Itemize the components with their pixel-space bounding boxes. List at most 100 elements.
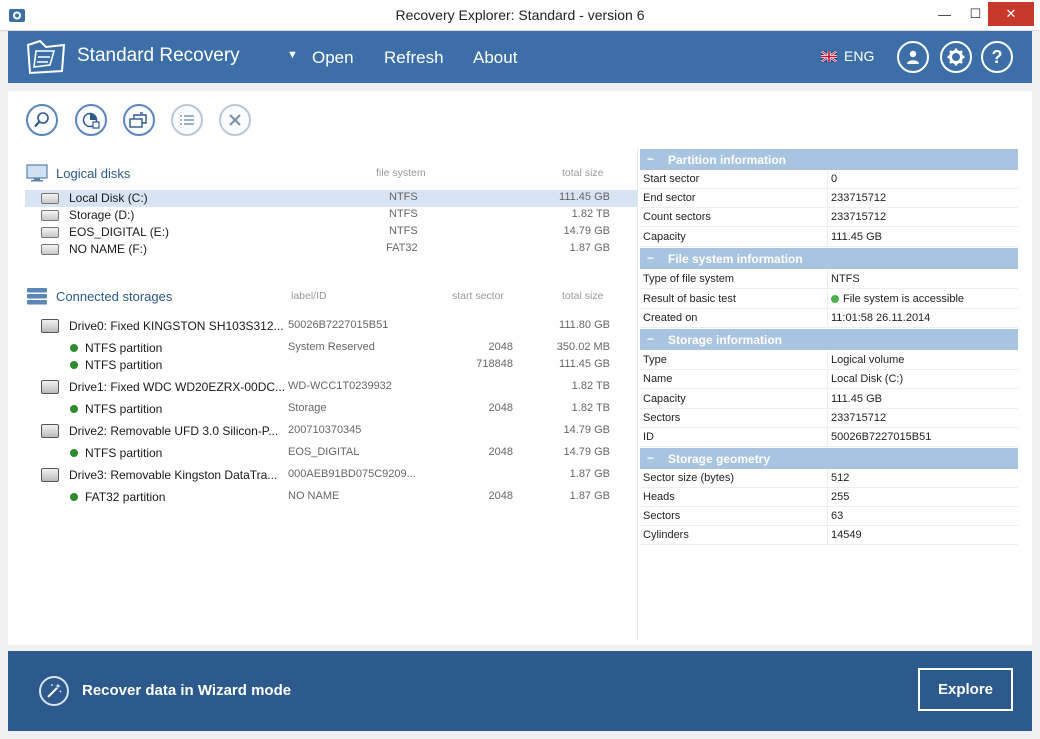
- close-button[interactable]: [219, 104, 251, 136]
- list-button[interactable]: [171, 104, 203, 136]
- image-button[interactable]: [123, 104, 155, 136]
- pane-divider[interactable]: [637, 149, 638, 641]
- nav-about[interactable]: About: [473, 48, 518, 67]
- prop-row: Heads 255: [640, 488, 1018, 507]
- col-storage-size: total size: [562, 290, 604, 302]
- prop-row: Sector size (bytes) 512: [640, 469, 1018, 488]
- list-icon: [180, 115, 194, 125]
- main-panel: Logical disks file system total size Loc…: [8, 91, 1032, 645]
- settings-button[interactable]: [940, 41, 972, 73]
- prop-key: Cylinders: [643, 529, 689, 541]
- col-label-id: label/ID: [291, 290, 327, 302]
- chart-button[interactable]: [75, 104, 107, 136]
- logical-disk-row[interactable]: EOS_DIGITAL (E:) NTFS 14.79 GB: [25, 224, 637, 241]
- uk-flag-icon[interactable]: [821, 51, 837, 62]
- partition-row[interactable]: NTFS partition 718848 111.45 GB: [25, 357, 637, 374]
- wizard-button[interactable]: [39, 676, 69, 706]
- partition-name: NTFS partition: [85, 402, 163, 416]
- prop-key: Count sectors: [643, 211, 711, 223]
- prop-key: Capacity: [643, 231, 686, 243]
- wizard-mode-link[interactable]: Recover data in Wizard mode: [82, 682, 292, 699]
- drive-row[interactable]: Drive3: Removable Kingston DataTra... 00…: [25, 467, 637, 484]
- partition-label: NO NAME: [288, 490, 340, 502]
- logical-disks-title: Logical disks: [56, 165, 131, 181]
- product-dropdown-icon[interactable]: ▼: [287, 49, 298, 61]
- partition-info-section[interactable]: − Partition information: [640, 149, 1018, 170]
- prop-key: ID: [643, 431, 654, 443]
- drive-size: 111.80 GB: [559, 319, 610, 331]
- disk-icon: [41, 210, 59, 221]
- prop-value: NTFS: [831, 273, 860, 285]
- prop-key: End sector: [643, 192, 696, 204]
- disk-name: EOS_DIGITAL (E:): [69, 225, 170, 239]
- logical-disk-row[interactable]: Local Disk (C:) NTFS 111.45 GB: [25, 190, 637, 207]
- prop-row: Sectors 63: [640, 507, 1018, 526]
- brand-name: Standard Recovery: [77, 45, 240, 66]
- partition-size: 350.02 MB: [556, 341, 610, 353]
- partition-start: 2048: [488, 402, 513, 414]
- nav-refresh[interactable]: Refresh: [384, 48, 444, 67]
- partition-size: 1.82 TB: [571, 402, 610, 414]
- drive-size: 1.82 TB: [571, 380, 610, 392]
- collapse-icon[interactable]: −: [647, 251, 655, 265]
- maximize-button[interactable]: ☐: [969, 6, 982, 21]
- prop-value: 50026B7227015B51: [831, 431, 932, 443]
- partition-size: 1.87 GB: [569, 490, 610, 502]
- collapse-icon[interactable]: −: [647, 152, 655, 166]
- prop-value: 11:01:58 26.11.2014: [831, 312, 931, 324]
- monitor-icon: [26, 164, 48, 182]
- partition-status-icon: [70, 361, 78, 369]
- partition-row[interactable]: NTFS partition System Reserved 2048 350.…: [25, 340, 637, 357]
- magic-wand-icon: [47, 683, 62, 698]
- nav-open[interactable]: Open: [312, 48, 354, 67]
- drive-row[interactable]: Drive1: Fixed WDC WD20EZRX-00DC... WD-WC…: [25, 379, 637, 396]
- prop-row: End sector 233715712: [640, 189, 1018, 208]
- storage-info-section[interactable]: − Storage information: [640, 329, 1018, 350]
- brand-logo-icon: [26, 39, 66, 75]
- logical-disk-row[interactable]: NO NAME (F:) FAT32 1.87 GB: [25, 241, 637, 258]
- col-start-sector: start sector: [452, 290, 504, 302]
- prop-row: ID 50026B7227015B51: [640, 428, 1018, 447]
- partition-start: 2048: [488, 341, 513, 353]
- drive-name: Drive2: Removable UFD 3.0 Silicon-P...: [69, 424, 279, 438]
- minimize-button[interactable]: —: [938, 6, 951, 22]
- drive-row[interactable]: Drive0: Fixed KINGSTON SH103S312... 5002…: [25, 318, 637, 335]
- drive-row[interactable]: Drive2: Removable UFD 3.0 Silicon-P... 2…: [25, 423, 637, 440]
- language-selector[interactable]: ENG: [844, 48, 875, 64]
- partition-start: 2048: [488, 490, 513, 502]
- connected-storages-title: Connected storages: [56, 288, 173, 304]
- partition-row[interactable]: NTFS partition Storage 2048 1.82 TB: [25, 401, 637, 418]
- disk-size: 111.45 GB: [559, 191, 610, 203]
- filesystem-info-section[interactable]: − File system information: [640, 248, 1018, 269]
- partition-row[interactable]: NTFS partition EOS_DIGITAL 2048 14.79 GB: [25, 445, 637, 462]
- window-title: Recovery Explorer: Standard - version 6: [395, 7, 645, 23]
- explore-button[interactable]: Explore: [918, 668, 1013, 711]
- prop-value: 0: [831, 173, 838, 185]
- prop-value: 233715712: [831, 211, 887, 223]
- collapse-icon[interactable]: −: [647, 451, 655, 465]
- drive-label: WD-WCC1T0239932: [288, 380, 392, 392]
- partition-size: 14.79 GB: [563, 446, 610, 458]
- prop-key: Created on: [643, 312, 698, 324]
- drive-label: 50026B7227015B51: [288, 319, 389, 331]
- section-title: Storage information: [668, 333, 783, 347]
- prop-row: Created on 11:01:58 26.11.2014: [640, 309, 1018, 328]
- disk-size: 1.82 TB: [571, 208, 610, 220]
- logical-disk-row[interactable]: Storage (D:) NTFS 1.82 TB: [25, 207, 637, 224]
- help-button[interactable]: ?: [981, 41, 1013, 73]
- storage-geometry-section[interactable]: − Storage geometry: [640, 448, 1018, 469]
- scan-icon: [34, 112, 49, 128]
- prop-value: Local Disk (C:): [831, 373, 904, 385]
- partition-size: 111.45 GB: [559, 358, 610, 370]
- prop-key: Start sector: [643, 173, 700, 185]
- scan-button[interactable]: [26, 104, 58, 136]
- collapse-icon[interactable]: −: [647, 332, 655, 346]
- user-button[interactable]: [897, 41, 929, 73]
- prop-key: Result of basic test: [643, 293, 736, 305]
- partition-row[interactable]: FAT32 partition NO NAME 2048 1.87 GB: [25, 489, 637, 506]
- partition-status-icon: [70, 449, 78, 457]
- connected-storages-header: Connected storages: [26, 286, 172, 306]
- close-window-button[interactable]: ✕: [988, 2, 1034, 26]
- prop-value: 255: [831, 491, 850, 503]
- drive-name: Drive0: Fixed KINGSTON SH103S312...: [69, 319, 284, 333]
